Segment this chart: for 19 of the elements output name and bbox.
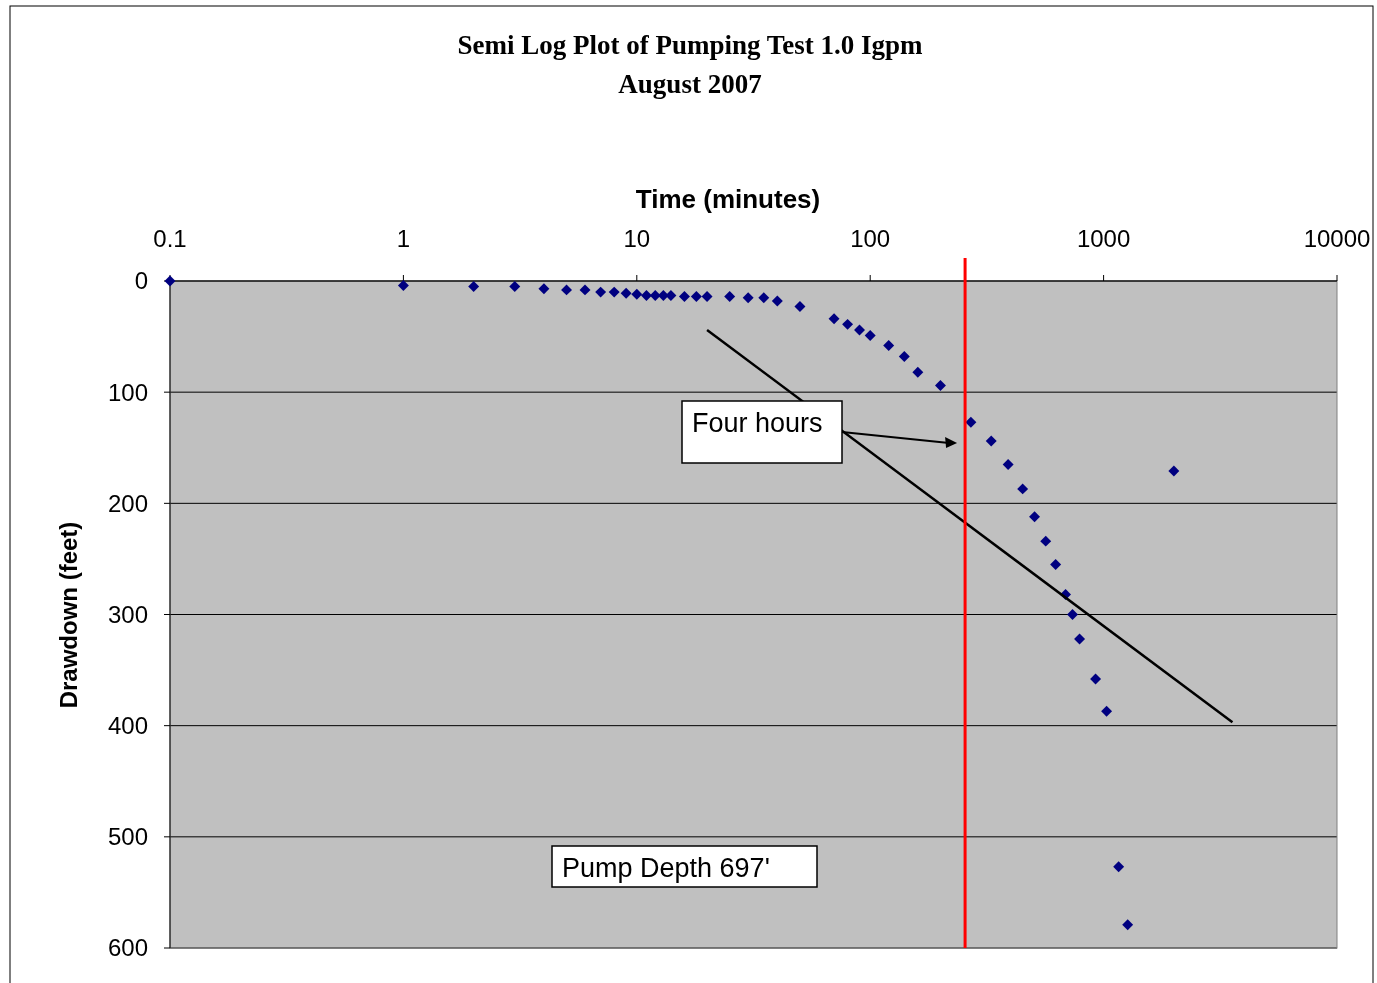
y-tick-label: 0	[134, 267, 148, 295]
annotation: Four hours	[692, 408, 823, 438]
x-axis-title: Time (minutes)	[635, 184, 821, 214]
y-tick-label: 300	[107, 600, 148, 628]
y-tick-label: 600	[107, 934, 148, 962]
x-tick-label: 1000	[1076, 225, 1131, 252]
x-tick-label: 0.1	[153, 225, 187, 252]
x-tick-label: 10000	[1303, 225, 1371, 252]
y-axis-title: Drawdown (feet)	[55, 521, 82, 709]
annotation: Pump Depth 697'	[562, 853, 770, 883]
x-tick-label: 100	[850, 225, 891, 252]
y-tick-label: 200	[107, 489, 148, 517]
y-tick-label: 400	[107, 712, 148, 740]
chart-subtitle: August 2007	[618, 69, 762, 99]
x-tick-label: 1	[396, 225, 411, 252]
y-tick-label: 100	[107, 378, 148, 406]
chart-title: Semi Log Plot of Pumping Test 1.0 Igpm	[457, 30, 924, 60]
y-tick-label: 500	[107, 823, 148, 851]
x-tick-label: 10	[623, 225, 651, 252]
